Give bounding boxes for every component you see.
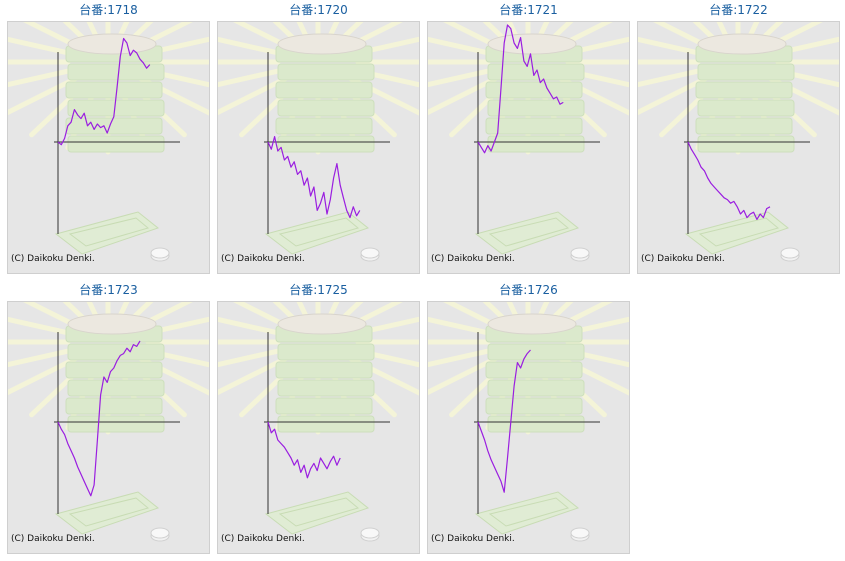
chart-panel: 台番:1726 (C) Daikoku Denki. — [427, 280, 630, 556]
machine-stack-icon — [485, 313, 585, 433]
machine-stack-icon — [65, 33, 165, 153]
series-line — [57, 340, 141, 497]
pachinko-ball-tray-icon — [474, 491, 580, 535]
coin-icon — [150, 247, 170, 262]
background-watermark — [218, 22, 419, 262]
chart-svg — [428, 302, 629, 542]
chart-svg — [218, 22, 419, 262]
chart-title[interactable]: 台番:1722 — [709, 3, 768, 17]
chart-frame: (C) Daikoku Denki. — [7, 21, 210, 274]
chart-svg — [218, 302, 419, 542]
chart-frame: (C) Daikoku Denki. — [637, 21, 840, 274]
copyright-text: (C) Daikoku Denki. — [641, 254, 725, 264]
chart-panel: 台番:1725 (C) Daikoku Denki. — [217, 280, 420, 556]
chart-title[interactable]: 台番:1723 — [79, 283, 138, 297]
copyright-text: (C) Daikoku Denki. — [11, 534, 95, 544]
series-line — [267, 421, 341, 479]
series-line — [687, 141, 771, 220]
pachinko-ball-tray-icon — [684, 211, 790, 255]
machine-stack-icon — [275, 33, 375, 153]
machine-stack-icon — [65, 313, 165, 433]
chart-svg — [8, 302, 209, 542]
chart-panel: 台番:1722 (C) Daikoku Denki. — [637, 0, 840, 276]
chart-svg — [8, 22, 209, 262]
chart-title[interactable]: 台番:1720 — [289, 3, 348, 17]
coin-icon — [570, 247, 590, 262]
chart-title[interactable]: 台番:1725 — [289, 283, 348, 297]
machine-stack-icon — [695, 33, 795, 153]
pachinko-ball-tray-icon — [54, 491, 160, 535]
series-line — [57, 37, 151, 146]
chart-svg — [638, 22, 839, 262]
chart-title[interactable]: 台番:1721 — [499, 3, 558, 17]
copyright-text: (C) Daikoku Denki. — [431, 254, 515, 264]
copyright-text: (C) Daikoku Denki. — [431, 534, 515, 544]
pachinko-ball-tray-icon — [264, 491, 370, 535]
copyright-text: (C) Daikoku Denki. — [221, 534, 305, 544]
background-watermark — [428, 22, 629, 262]
coin-icon — [780, 247, 800, 262]
background-watermark — [218, 302, 419, 542]
series-line — [477, 349, 531, 493]
chart-frame: (C) Daikoku Denki. — [7, 301, 210, 554]
copyright-text: (C) Daikoku Denki. — [221, 254, 305, 264]
chart-frame: (C) Daikoku Denki. — [427, 301, 630, 554]
pachinko-ball-tray-icon — [54, 211, 160, 255]
series-line — [267, 135, 361, 219]
chart-frame: (C) Daikoku Denki. — [217, 301, 420, 554]
coin-icon — [360, 247, 380, 262]
machine-stack-icon — [275, 313, 375, 433]
coin-icon — [150, 527, 170, 542]
chart-frame: (C) Daikoku Denki. — [427, 21, 630, 274]
chart-panel: 台番:1723 (C) Daikoku Denki. — [7, 280, 210, 556]
background-watermark — [428, 302, 629, 542]
pachinko-ball-tray-icon — [264, 211, 370, 255]
chart-title[interactable]: 台番:1726 — [499, 283, 558, 297]
background-watermark — [8, 302, 209, 542]
series-line — [477, 24, 564, 154]
chart-panel: 台番:1718 (C) Daikoku Denki. — [7, 0, 210, 276]
coin-icon — [570, 527, 590, 542]
chart-svg — [428, 22, 629, 262]
pachinko-ball-tray-icon — [474, 211, 580, 255]
chart-panel: 台番:1720 (C) Daikoku Denki. — [217, 0, 420, 276]
chart-panel: 台番:1721 (C) Daikoku Denki. — [427, 0, 630, 276]
copyright-text: (C) Daikoku Denki. — [11, 254, 95, 264]
chart-title[interactable]: 台番:1718 — [79, 3, 138, 17]
chart-frame: (C) Daikoku Denki. — [217, 21, 420, 274]
coin-icon — [360, 527, 380, 542]
machine-stack-icon — [485, 33, 585, 153]
